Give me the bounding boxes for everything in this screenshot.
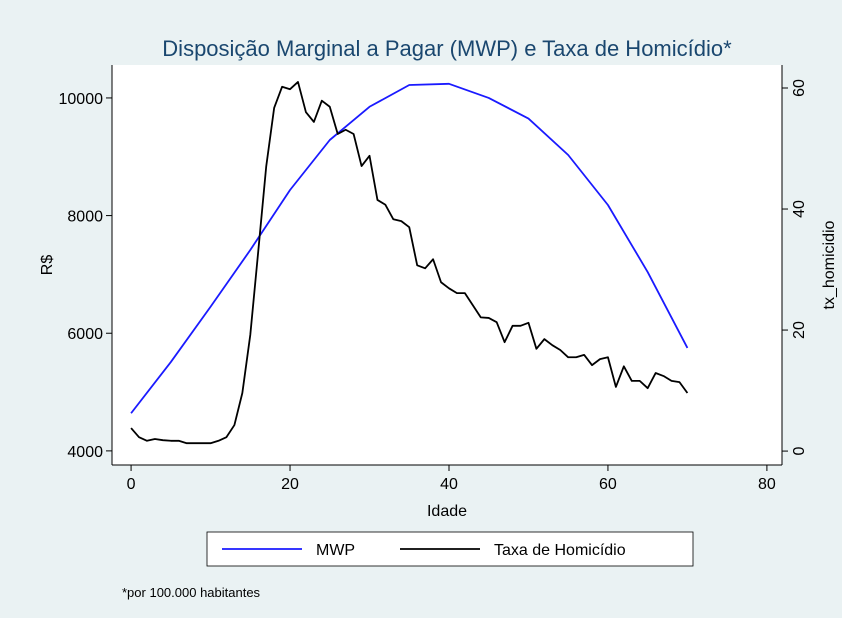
chart-title: Disposição Marginal a Pagar (MWP) e Taxa… (162, 36, 732, 61)
legend-label: MWP (316, 542, 355, 559)
legend-label: Taxa de Homicídio (494, 542, 626, 559)
x-tick-label: 20 (281, 476, 299, 493)
x-tick-label: 80 (758, 476, 776, 493)
x-tick-label: 60 (599, 476, 617, 493)
y-tick-label: 4000 (67, 444, 103, 461)
note: *por 100.000 habitantes (122, 585, 261, 600)
series-line (130, 81, 689, 445)
y2-tick-label: 0 (791, 447, 808, 456)
y2-tick-label: 20 (791, 321, 808, 339)
y2-axis-label: tx_homicidio (821, 220, 838, 309)
y-tick-label: 8000 (67, 209, 103, 226)
y-axis-label: R$ (39, 255, 56, 276)
x-axis-label: Idade (427, 503, 467, 520)
plot-area (112, 65, 782, 465)
y-tick-label: 6000 (67, 326, 103, 343)
y2-tick-label: 40 (791, 200, 808, 218)
y2-tick-label: 60 (791, 79, 808, 97)
series-line (130, 82, 689, 414)
x-tick-label: 0 (127, 476, 136, 493)
y-tick-label: 10000 (59, 91, 104, 108)
x-tick-label: 40 (440, 476, 458, 493)
